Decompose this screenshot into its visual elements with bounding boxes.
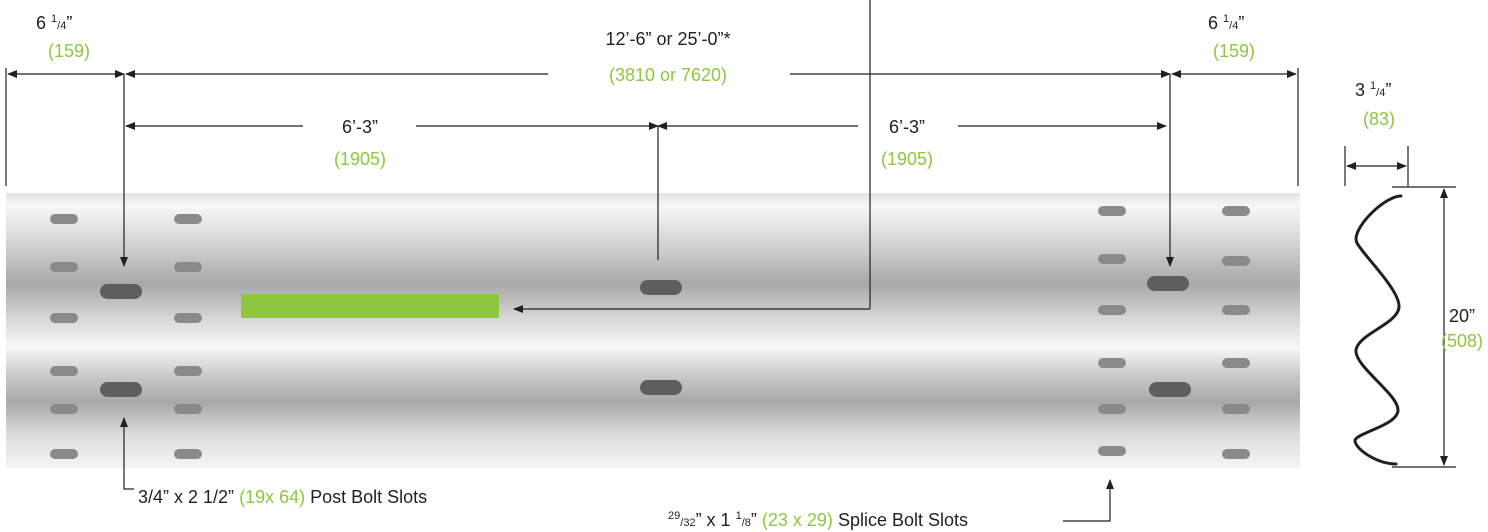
- slot: [1222, 256, 1250, 266]
- depth-imperial: 3 1/4”: [1355, 80, 1391, 100]
- slot: [1098, 358, 1126, 368]
- post-slot: [640, 380, 682, 395]
- label-patch: [241, 294, 499, 318]
- slot: [174, 262, 202, 272]
- slot: [174, 449, 202, 459]
- post-slot: [1147, 276, 1189, 291]
- slot: [50, 449, 78, 459]
- slot: [1098, 254, 1126, 264]
- right-half-metric: (1905): [881, 149, 933, 169]
- post-slot: [100, 382, 142, 397]
- slot: [50, 214, 78, 224]
- slot: [50, 366, 78, 376]
- splice-bolt-callout: 29/32” x 1 1/8” (23 x 29) Splice Bolt Sl…: [668, 510, 968, 530]
- slot: [174, 214, 202, 224]
- height-metric: (508): [1441, 331, 1483, 351]
- left-end-metric: (159): [48, 41, 90, 61]
- slot: [50, 262, 78, 272]
- right-end-imperial: 6 1/4”: [1208, 13, 1244, 33]
- overall-imperial: 12’-6” or 25’-0”*: [605, 29, 730, 49]
- slot: [1222, 404, 1250, 414]
- slot: [1098, 404, 1126, 414]
- slot: [1222, 206, 1250, 216]
- left-end-imperial: 6 1/4”: [36, 13, 72, 33]
- overall-metric: (3810 or 7620): [609, 65, 727, 85]
- rail-panel: [6, 193, 1300, 468]
- post-bolt-callout: 3/4” x 2 1/2” (19x 64) Post Bolt Slots: [138, 487, 427, 507]
- slot: [1222, 449, 1250, 459]
- slot: [1098, 446, 1126, 456]
- left-half-metric: (1905): [334, 149, 386, 169]
- right-splice-slots: [1098, 206, 1250, 459]
- left-half-imperial: 6’-3”: [342, 117, 378, 137]
- slot: [174, 404, 202, 414]
- right-half-imperial: 6’-3”: [889, 117, 925, 137]
- slot: [50, 404, 78, 414]
- slot: [1222, 358, 1250, 368]
- w-beam-profile: [1353, 194, 1403, 466]
- slot: [1098, 305, 1126, 315]
- post-bolt-slots: [100, 276, 1191, 397]
- slot: [1222, 305, 1250, 315]
- post-slot: [1149, 382, 1191, 397]
- right-end-metric: (159): [1213, 41, 1255, 61]
- height-imperial: 20”: [1449, 306, 1475, 326]
- post-slot: [640, 280, 682, 295]
- slot: [174, 313, 202, 323]
- depth-metric: (83): [1363, 109, 1395, 129]
- slot: [174, 366, 202, 376]
- slot: [50, 313, 78, 323]
- left-splice-slots: [50, 214, 202, 459]
- dimension-lines: [5, 0, 1456, 522]
- slot: [1098, 206, 1126, 216]
- post-slot: [100, 284, 142, 299]
